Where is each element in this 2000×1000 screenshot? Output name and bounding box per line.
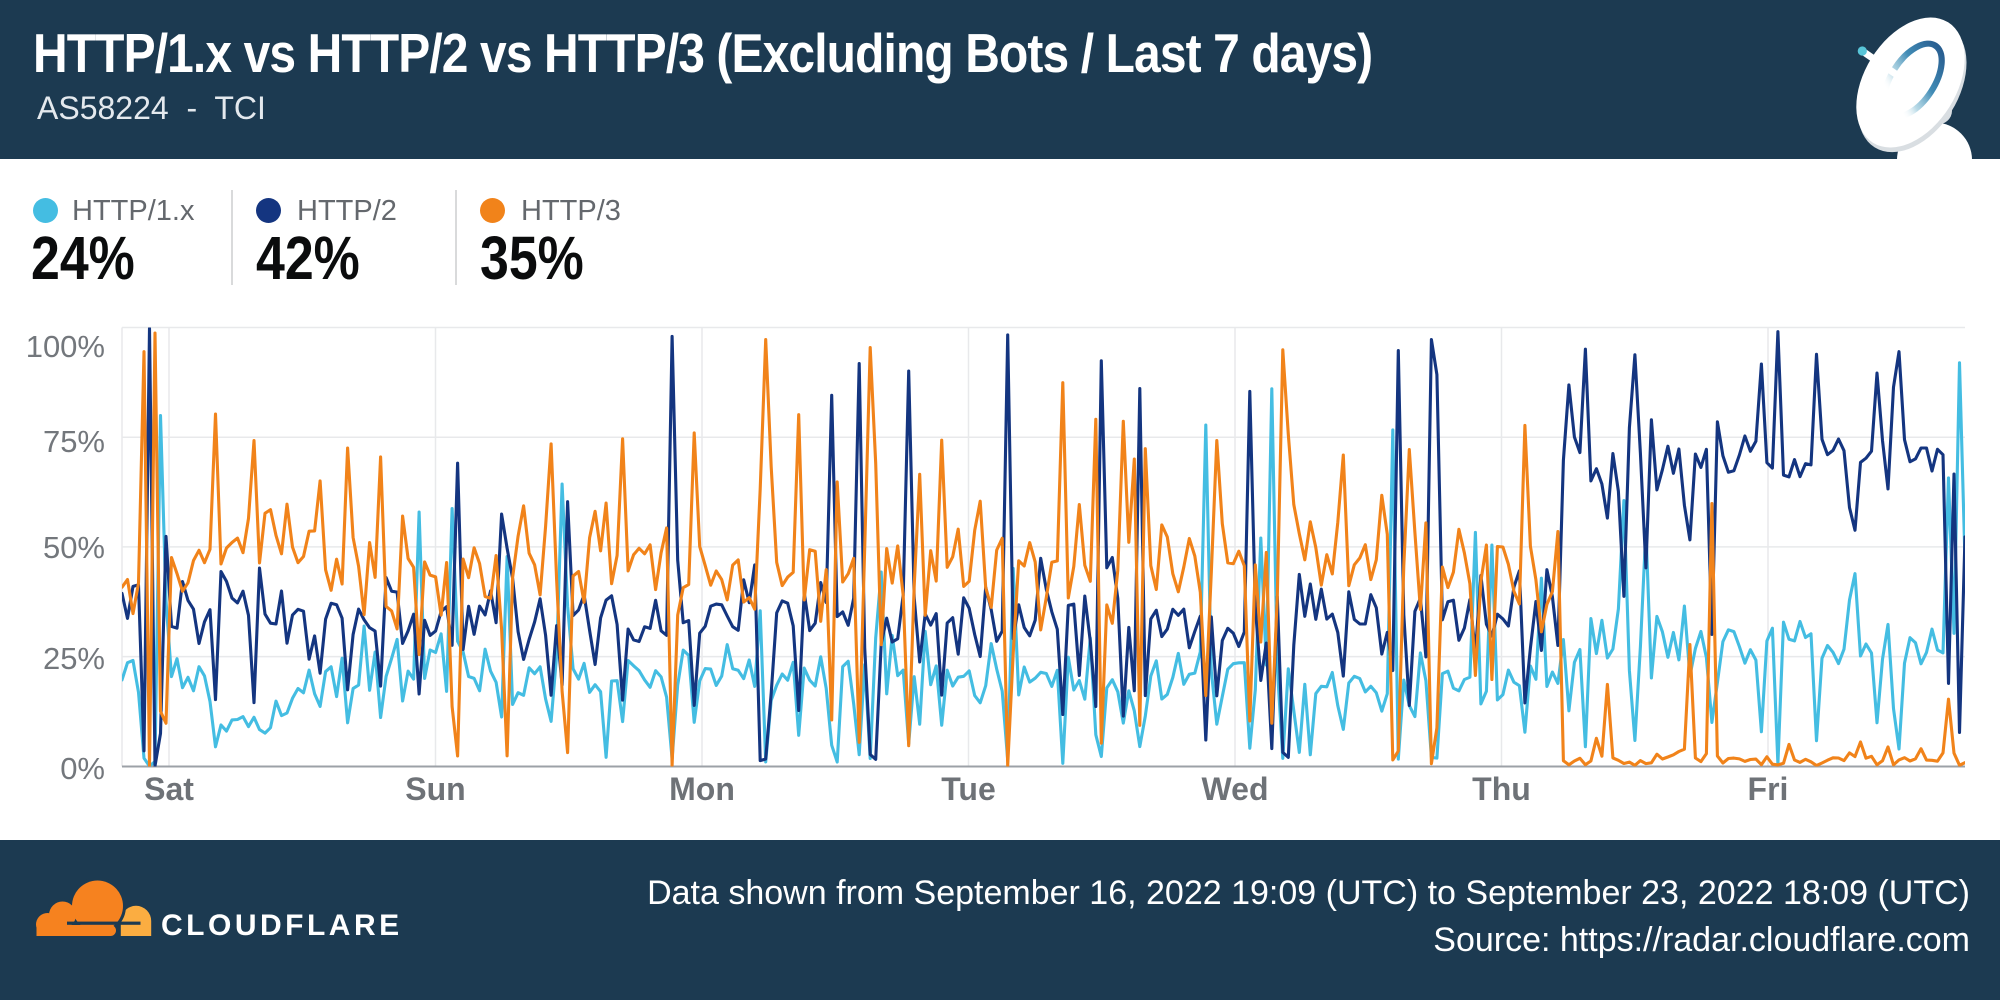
svg-text:Mon: Mon	[669, 771, 735, 807]
svg-text:0%: 0%	[60, 751, 105, 786]
svg-text:25%: 25%	[43, 641, 105, 676]
svg-text:50%: 50%	[43, 530, 105, 565]
svg-text:Sat: Sat	[144, 771, 194, 807]
svg-text:Fri: Fri	[1748, 771, 1789, 807]
svg-text:Wed: Wed	[1202, 771, 1269, 807]
svg-text:100%: 100%	[26, 329, 105, 364]
svg-text:Tue: Tue	[941, 771, 996, 807]
svg-text:75%: 75%	[43, 424, 105, 459]
svg-text:Sun: Sun	[405, 771, 465, 807]
svg-text:Thu: Thu	[1472, 771, 1531, 807]
